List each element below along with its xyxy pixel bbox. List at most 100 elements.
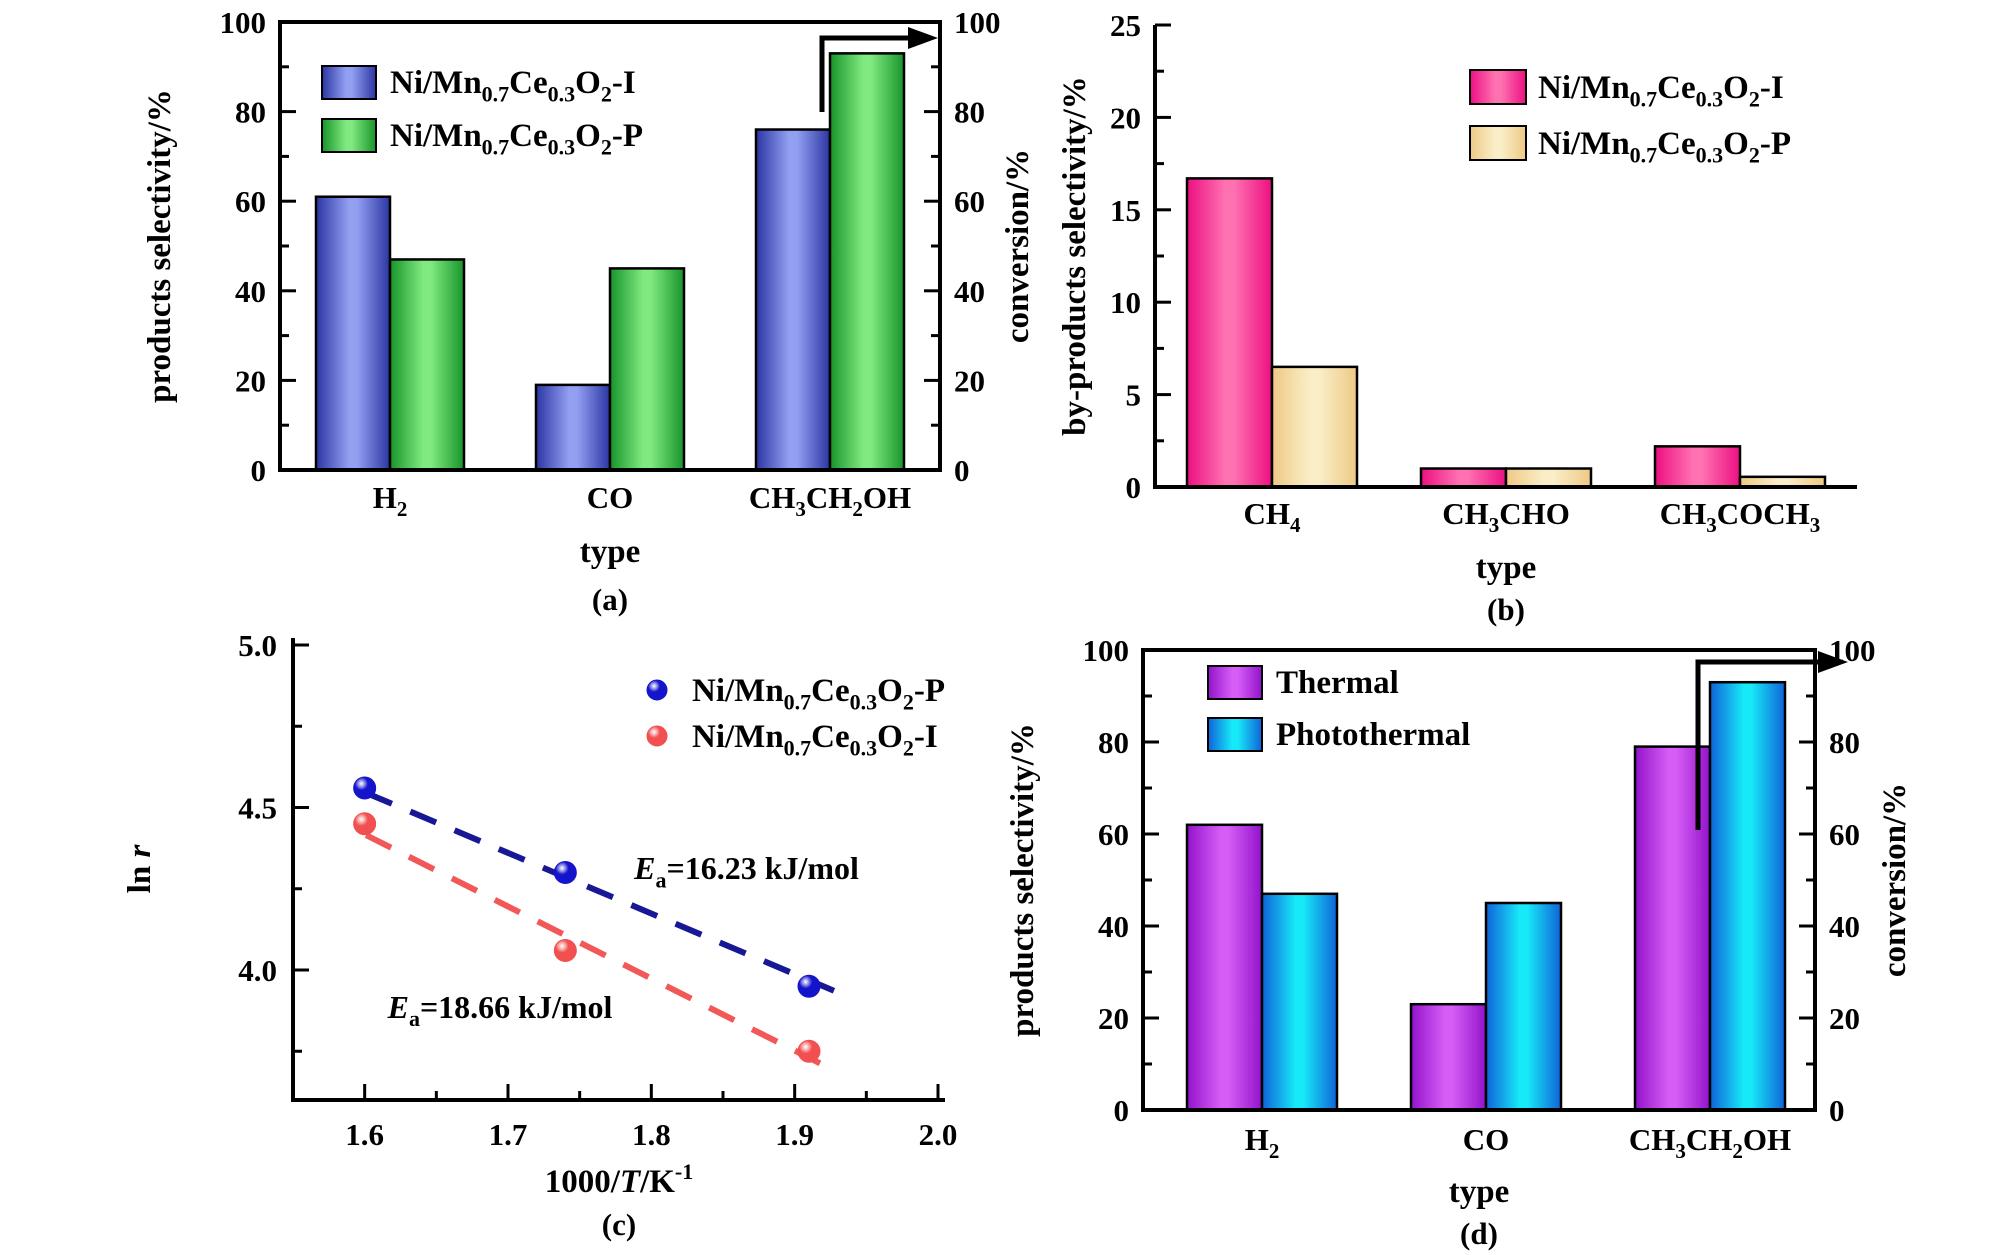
- panel-c: 4.0 4.5 5.0 1.6 1.7 1.8 1.9 2.0 1000/T/K-1 ln r (c…: [122, 628, 957, 1242]
- legend-swatch-b-series0: [1469, 69, 1527, 105]
- fit-line-series1: [364, 832, 837, 1074]
- panel-tag-b: (b): [1487, 592, 1525, 627]
- panel-tag-a: (a): [592, 582, 628, 617]
- ytick-label-left: 20: [1110, 100, 1141, 135]
- ytick-label-left: 10: [1110, 285, 1141, 320]
- legend-marker-series0: [646, 679, 668, 701]
- ytick-label-left: 25: [1110, 8, 1141, 43]
- ytick-label-right: 80: [1829, 725, 1860, 760]
- ytick-label-right: 0: [1829, 1093, 1845, 1128]
- legend-swatch-d-series1: [1207, 717, 1263, 752]
- ytick-label-right: 60: [1829, 817, 1860, 852]
- x-axis-title: 1000/T/K-1: [545, 1159, 694, 1200]
- bar-a-series0-cat2: [754, 128, 832, 472]
- panel-a: 0 0 20 20 40 40 60 60 80 80 100 100 H2 CO CH3CH2OH type…: [142, 5, 1036, 617]
- legend-label: Ni/Mn0.7Ce0.3O2-I: [692, 719, 938, 761]
- axis-frame-c: [291, 638, 945, 1102]
- ytick-label-left: 60: [235, 184, 266, 219]
- panel-b: 0 5 10 15 20 25 CH4 CH3CHO CH3COCH3 type by-produc…: [1057, 8, 1857, 627]
- legend-swatch-a-series0: [321, 65, 377, 100]
- xtick-label: 1.6: [345, 1117, 384, 1152]
- bar-a-series1-cat0: [388, 258, 466, 472]
- ytick-label-left: 20: [1098, 1001, 1129, 1036]
- x-axis-title: type: [580, 534, 641, 570]
- legend-swatch-b-series1: [1469, 125, 1527, 161]
- ytick-label-left: 0: [1114, 1093, 1130, 1128]
- ytick-label-left: 80: [235, 95, 266, 130]
- ytick-label-left: 40: [235, 274, 266, 309]
- ytick-label-left: 5: [1126, 378, 1142, 413]
- data-point-series1-2: [797, 1039, 821, 1063]
- annotation-0: Ea=16.23 kJ/mol: [633, 850, 859, 892]
- xtick-label: 1.7: [489, 1117, 528, 1152]
- legend-label: Ni/Mn0.7Ce0.3O2-I: [1538, 70, 1784, 112]
- xtick-label: 1.9: [775, 1117, 814, 1152]
- bar-b-series0-cat0: [1185, 177, 1274, 489]
- ytick-label-right: 40: [954, 274, 985, 309]
- ytick-label-right: 20: [1829, 1001, 1860, 1036]
- category-label: H2: [373, 480, 408, 521]
- data-point-series1-1: [553, 939, 577, 962]
- ytick-label: 5.0: [238, 628, 277, 663]
- legend-swatch-a-series1: [321, 118, 377, 153]
- ytick-label-left: 15: [1110, 193, 1141, 228]
- legend-label: Ni/Mn0.7Ce0.3O2-P: [692, 673, 945, 715]
- bar-d-series0-cat0: [1185, 823, 1264, 1112]
- panel-d: 0 0 20 20 40 40 60 60 80 80 100 100 H2 CO CH3CH2OH type…: [1005, 633, 1913, 1251]
- data-point-series0-0: [353, 776, 377, 800]
- ytick-label: 4.5: [238, 791, 277, 826]
- ytick-label-right: 60: [954, 184, 985, 219]
- y-axis-title: ln r: [122, 844, 158, 894]
- category-label: CH3COCH3: [1660, 496, 1821, 537]
- ytick-label-left: 100: [220, 5, 267, 40]
- right-axis-arrowhead-a: [908, 27, 938, 49]
- ytick-label-left: 40: [1098, 909, 1129, 944]
- ytick-label-right: 20: [954, 363, 985, 398]
- category-label: CH3CH2OH: [1629, 1122, 1791, 1163]
- category-label: H2: [1245, 1122, 1280, 1163]
- legend-label: Ni/Mn0.7Ce0.3O2-P: [390, 118, 643, 160]
- legend-label: Thermal: [1276, 665, 1399, 701]
- bar-b-series1-cat1: [1504, 467, 1593, 489]
- ytick-label: 4.0: [238, 953, 277, 988]
- panel-tag-d: (d): [1460, 1216, 1498, 1251]
- category-label: CO: [587, 480, 634, 515]
- bar-d-series1-cat0: [1260, 892, 1339, 1112]
- ytick-label-right: 40: [1829, 909, 1860, 944]
- bar-b-series0-cat1: [1419, 467, 1508, 489]
- ytick-label-right: 100: [1829, 633, 1876, 668]
- data-point-series0-2: [797, 974, 821, 998]
- panel-tag-c: (c): [602, 1207, 636, 1242]
- y-axis-title-right: conversion/%: [1000, 149, 1036, 343]
- xtick-label: 1.8: [632, 1117, 671, 1152]
- y-axis-title-left: products selectivity/%: [142, 89, 178, 403]
- x-axis-title: type: [1449, 1174, 1510, 1210]
- bar-b-series1-cat0: [1270, 365, 1359, 489]
- bar-a-series1-cat2: [828, 52, 906, 472]
- bar-d-series0-cat1: [1409, 1002, 1488, 1112]
- bar-a-series0-cat0: [314, 195, 392, 472]
- y-axis-title-left: products selectivity/%: [1005, 723, 1041, 1037]
- data-point-series0-1: [553, 861, 577, 884]
- category-label: CO: [1463, 1122, 1510, 1157]
- category-label: CH3CH2OH: [749, 480, 911, 521]
- bar-a-series0-cat1: [534, 383, 612, 472]
- right-axis-arrowhead-d: [1818, 651, 1848, 673]
- ytick-label-left: 20: [235, 363, 266, 398]
- legend-label: Ni/Mn0.7Ce0.3O2-I: [390, 65, 636, 107]
- legend-swatch-d-series0: [1207, 665, 1263, 700]
- y-axis-title-left: by-products selectivity/%: [1057, 76, 1093, 436]
- y-axis-title-right: conversion/%: [1877, 783, 1913, 977]
- fit-line-series0: [364, 790, 836, 994]
- x-axis-title: type: [1476, 550, 1537, 586]
- bar-d-series1-cat2: [1708, 680, 1787, 1112]
- data-point-series1-0: [353, 812, 377, 836]
- bar-a-series1-cat1: [608, 267, 686, 472]
- ytick-label-left: 80: [1098, 725, 1129, 760]
- bar-d-series1-cat1: [1484, 901, 1563, 1112]
- ytick-label-left: 0: [251, 453, 267, 488]
- ytick-label-right: 100: [954, 5, 1001, 40]
- ytick-label-left: 0: [1126, 470, 1142, 505]
- annotation-1: Ea=18.66 kJ/mol: [387, 989, 613, 1031]
